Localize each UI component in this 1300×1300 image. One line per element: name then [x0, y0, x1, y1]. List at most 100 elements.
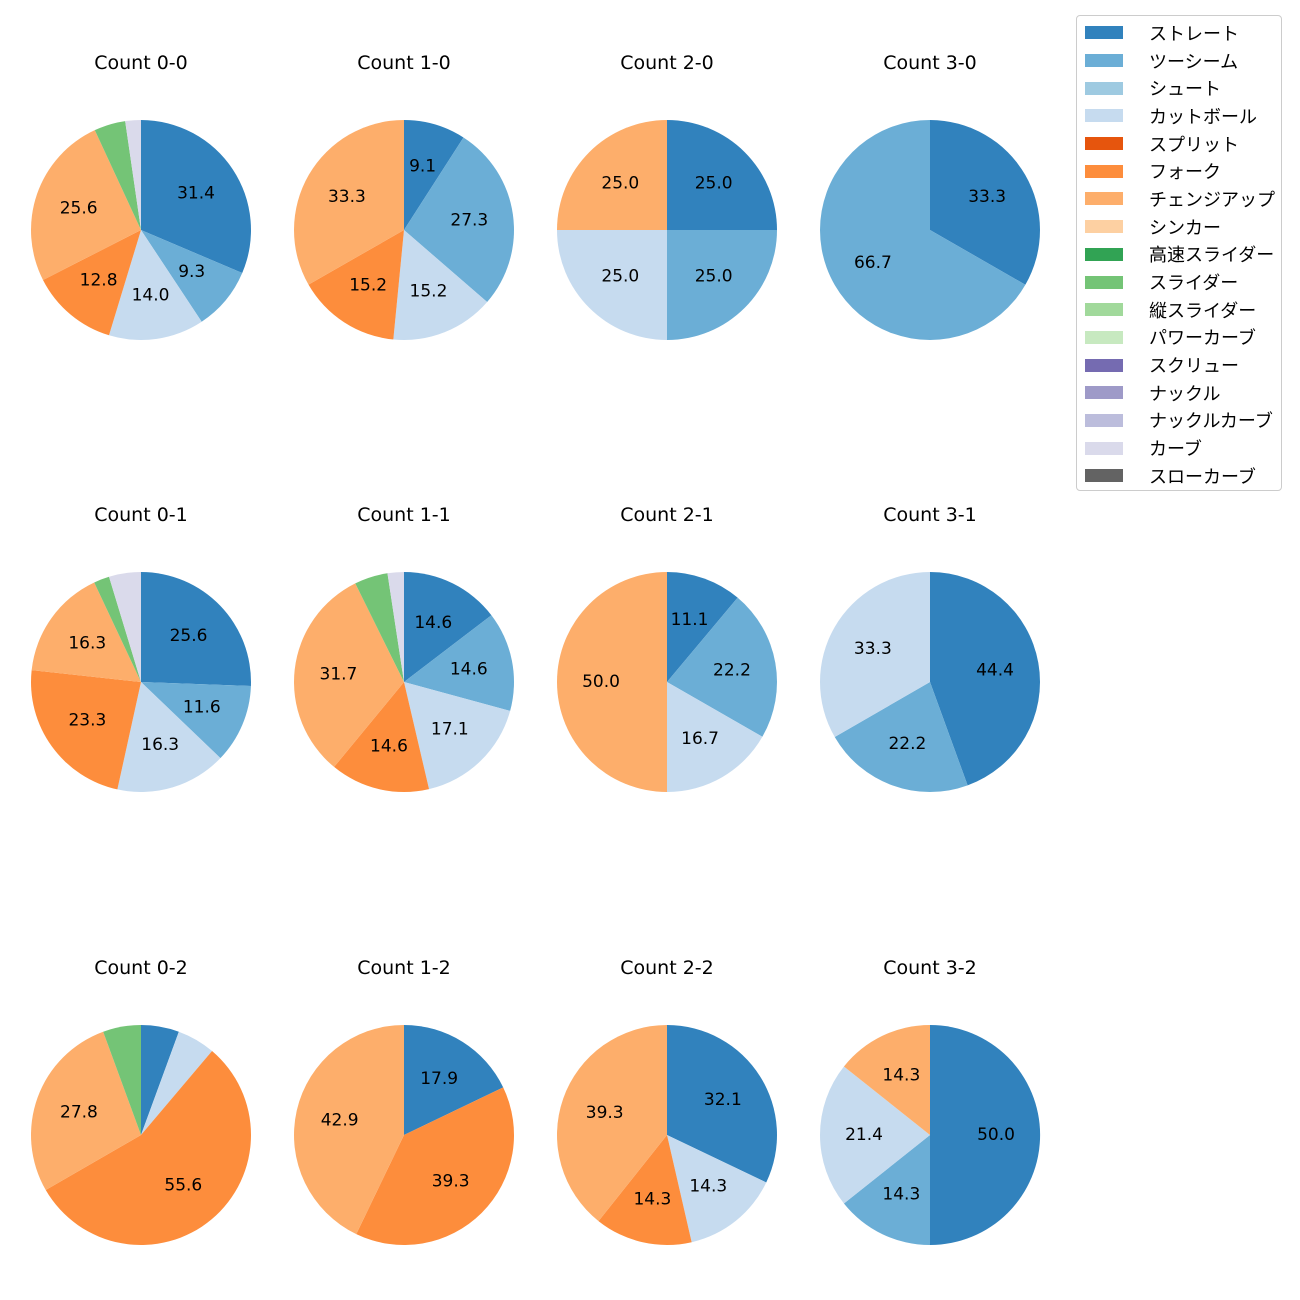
pie-slice: [294, 120, 404, 285]
pie-slice: [930, 120, 1041, 285]
slice-label: 27.8: [60, 1102, 98, 1122]
legend-item: スプリット: [1085, 130, 1281, 158]
pie-slice: [404, 120, 464, 230]
pie-slice: [404, 137, 514, 303]
slice-label: 25.6: [170, 626, 208, 646]
legend-swatch: [1085, 386, 1123, 400]
pie-slice: [598, 1135, 692, 1245]
pie-slice: [31, 1031, 141, 1190]
legend-swatch: [1085, 220, 1123, 234]
pie-slice: [667, 230, 777, 340]
legend-label: フォーク: [1149, 162, 1221, 184]
pie-slice: [557, 572, 667, 792]
slice-label: 14.3: [882, 1066, 920, 1086]
slice-label: 14.6: [450, 659, 488, 679]
pie-slice: [819, 572, 930, 737]
legend-label: スライダー: [1149, 273, 1239, 295]
pie-slice: [667, 597, 777, 737]
legend-swatch: [1085, 358, 1123, 372]
legend-swatch: [1085, 303, 1123, 317]
legend-item: スライダー: [1085, 268, 1281, 296]
pie-slice: [42, 230, 141, 336]
legend-item: スクリュー: [1085, 351, 1281, 379]
pie-chart: Count 0-125.611.616.323.316.3: [30, 504, 251, 792]
pie-slice: [557, 120, 667, 230]
legend-item: 高速スライダー: [1085, 241, 1281, 269]
pie-slice: [31, 582, 142, 682]
legend-swatch: [1085, 275, 1123, 289]
pie-slice: [125, 120, 141, 230]
legend-swatch: [1085, 164, 1123, 178]
slice-label: 14.3: [689, 1177, 727, 1197]
legend-label: ナックル: [1149, 383, 1221, 405]
pie-chart: Count 1-2 17.9 39.3 42.9: [294, 957, 514, 1245]
legend-swatch: [1085, 330, 1123, 344]
chart-title: Count 1-1: [357, 504, 451, 526]
pie-slice: [30, 130, 141, 280]
slice-label: 33.3: [328, 187, 366, 207]
pie-chart: Count 3-2 50.0 14.3 21.4 14.3: [820, 957, 1041, 1245]
pie-slice: [667, 1025, 777, 1183]
slice-label: 14.6: [370, 736, 408, 756]
legend-item: ナックルカーブ: [1085, 407, 1281, 435]
pie-slice: [94, 576, 141, 682]
pie-slice: [404, 572, 492, 682]
pie-slice: [557, 1025, 667, 1222]
legend-swatch: [1085, 54, 1123, 68]
slice-label: 14.3: [882, 1184, 920, 1204]
pie-slice: [109, 572, 141, 682]
pie-slice: [293, 583, 404, 767]
pie-slice: [108, 230, 202, 340]
slice-label: 21.4: [845, 1125, 883, 1145]
slice-label: 31.4: [177, 184, 215, 204]
legend-swatch: [1085, 441, 1123, 455]
legend-label: スプリット: [1149, 134, 1239, 156]
legend-item: スローカーブ: [1085, 462, 1281, 490]
pie-slice: [356, 1087, 514, 1245]
pie-slice: [334, 682, 430, 793]
pie-chart: Count 1-0 9.1 27.3 15.2 15.2 33.3: [294, 52, 514, 340]
legend-item: チェンジアップ: [1085, 185, 1281, 213]
slice-label: 50.0: [582, 672, 620, 692]
legend-item: シュート: [1085, 74, 1281, 102]
chart-title: Count 0-1: [94, 504, 188, 526]
pie-slice: [404, 682, 511, 790]
slice-label: 32.1: [704, 1090, 742, 1110]
pie-slice: [94, 121, 141, 230]
slice-label: 17.9: [420, 1069, 458, 1089]
slice-label: 14.0: [132, 285, 170, 305]
slice-label: 14.3: [633, 1189, 671, 1209]
slice-label: 44.4: [976, 661, 1014, 681]
pie-slice: [820, 1066, 930, 1204]
legend-label: シンカー: [1149, 217, 1221, 239]
legend-label: 縦スライダー: [1149, 300, 1257, 322]
pie-slice: [667, 682, 763, 792]
legend-item: シンカー: [1085, 213, 1281, 241]
pie-slice: [667, 120, 777, 230]
slice-label: 15.2: [349, 275, 387, 295]
legend-swatch: [1085, 109, 1123, 123]
pie-slice: [294, 1025, 404, 1235]
legend-item: ツーシーム: [1085, 47, 1281, 75]
pie-chart: Count 1-1 14.6 14.6 17.1 14.6 31.7: [293, 504, 514, 793]
chart-title: Count 2-0: [620, 52, 714, 74]
pie-slice: [30, 670, 141, 790]
pie-slice: [404, 1025, 504, 1135]
slice-label: 25.0: [601, 267, 639, 287]
pie-chart: Count 3-1 44.4 22.2 33.3: [819, 504, 1041, 792]
chart-title: Count 0-2: [94, 957, 188, 979]
legend-label: ツーシーム: [1149, 51, 1239, 73]
legend: ストレートツーシームシュートカットボール スプリットフォーク チェンジアップシンカー…: [1076, 15, 1282, 491]
legend-swatch: [1085, 469, 1123, 483]
legend-swatch: [1085, 413, 1123, 427]
slice-label: 66.7: [854, 253, 892, 273]
legend-label: カットボール: [1149, 106, 1257, 128]
pie-slice: [141, 120, 251, 274]
slice-label: 39.3: [432, 1172, 470, 1192]
legend-label: シュート: [1149, 79, 1221, 101]
legend-label: ストレート: [1149, 23, 1239, 45]
slice-label: 25.0: [695, 267, 733, 287]
pie-chart: Count 3-0 33.3 66.7: [820, 52, 1041, 340]
pie-slice: [141, 682, 251, 759]
pie-chart: Count 2-2 32.1 14.3 14.3 39.3: [557, 957, 777, 1245]
